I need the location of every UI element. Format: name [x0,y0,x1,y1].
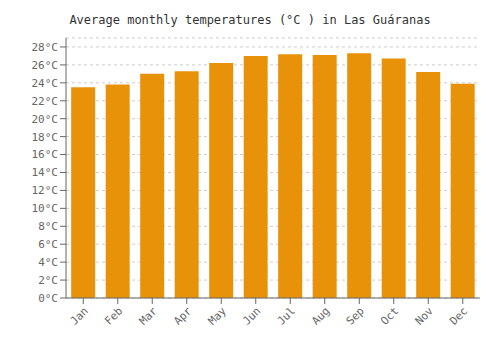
svg-text:May: May [206,304,230,328]
svg-text:Apr: Apr [171,304,195,328]
svg-text:Nov: Nov [413,304,437,328]
svg-text:20°C: 20°C [32,113,59,126]
svg-text:Oct: Oct [378,304,401,327]
svg-text:22°C: 22°C [32,95,59,108]
svg-text:Feb: Feb [102,304,125,327]
svg-text:26°C: 26°C [32,59,59,72]
svg-text:18°C: 18°C [32,131,59,144]
svg-text:Jan: Jan [68,304,91,327]
svg-text:Aug: Aug [309,304,332,327]
svg-text:14°C: 14°C [32,166,59,179]
svg-text:Dec: Dec [447,304,470,327]
svg-text:28°C: 28°C [32,41,59,54]
svg-text:Mar: Mar [137,304,161,328]
svg-text:4°C: 4°C [38,256,58,269]
html-text:Average monthly temperatures (: Average monthly temperatures (°C ) in La… [69,13,431,27]
svg-text:Jul: Jul [275,304,298,327]
svg-text:8°C: 8°C [38,220,58,233]
svg-text:0°C: 0°C [38,292,58,305]
svg-text:10°C: 10°C [32,202,59,215]
svg-text:Jun: Jun [240,304,263,327]
svg-text:24°C: 24°C [32,77,59,90]
svg-text:16°C: 16°C [32,148,59,161]
svg-text:Sep: Sep [344,304,367,327]
svg-text:6°C: 6°C [38,238,58,251]
svg-text:12°C: 12°C [32,184,59,197]
svg-text:2°C: 2°C [38,274,58,287]
